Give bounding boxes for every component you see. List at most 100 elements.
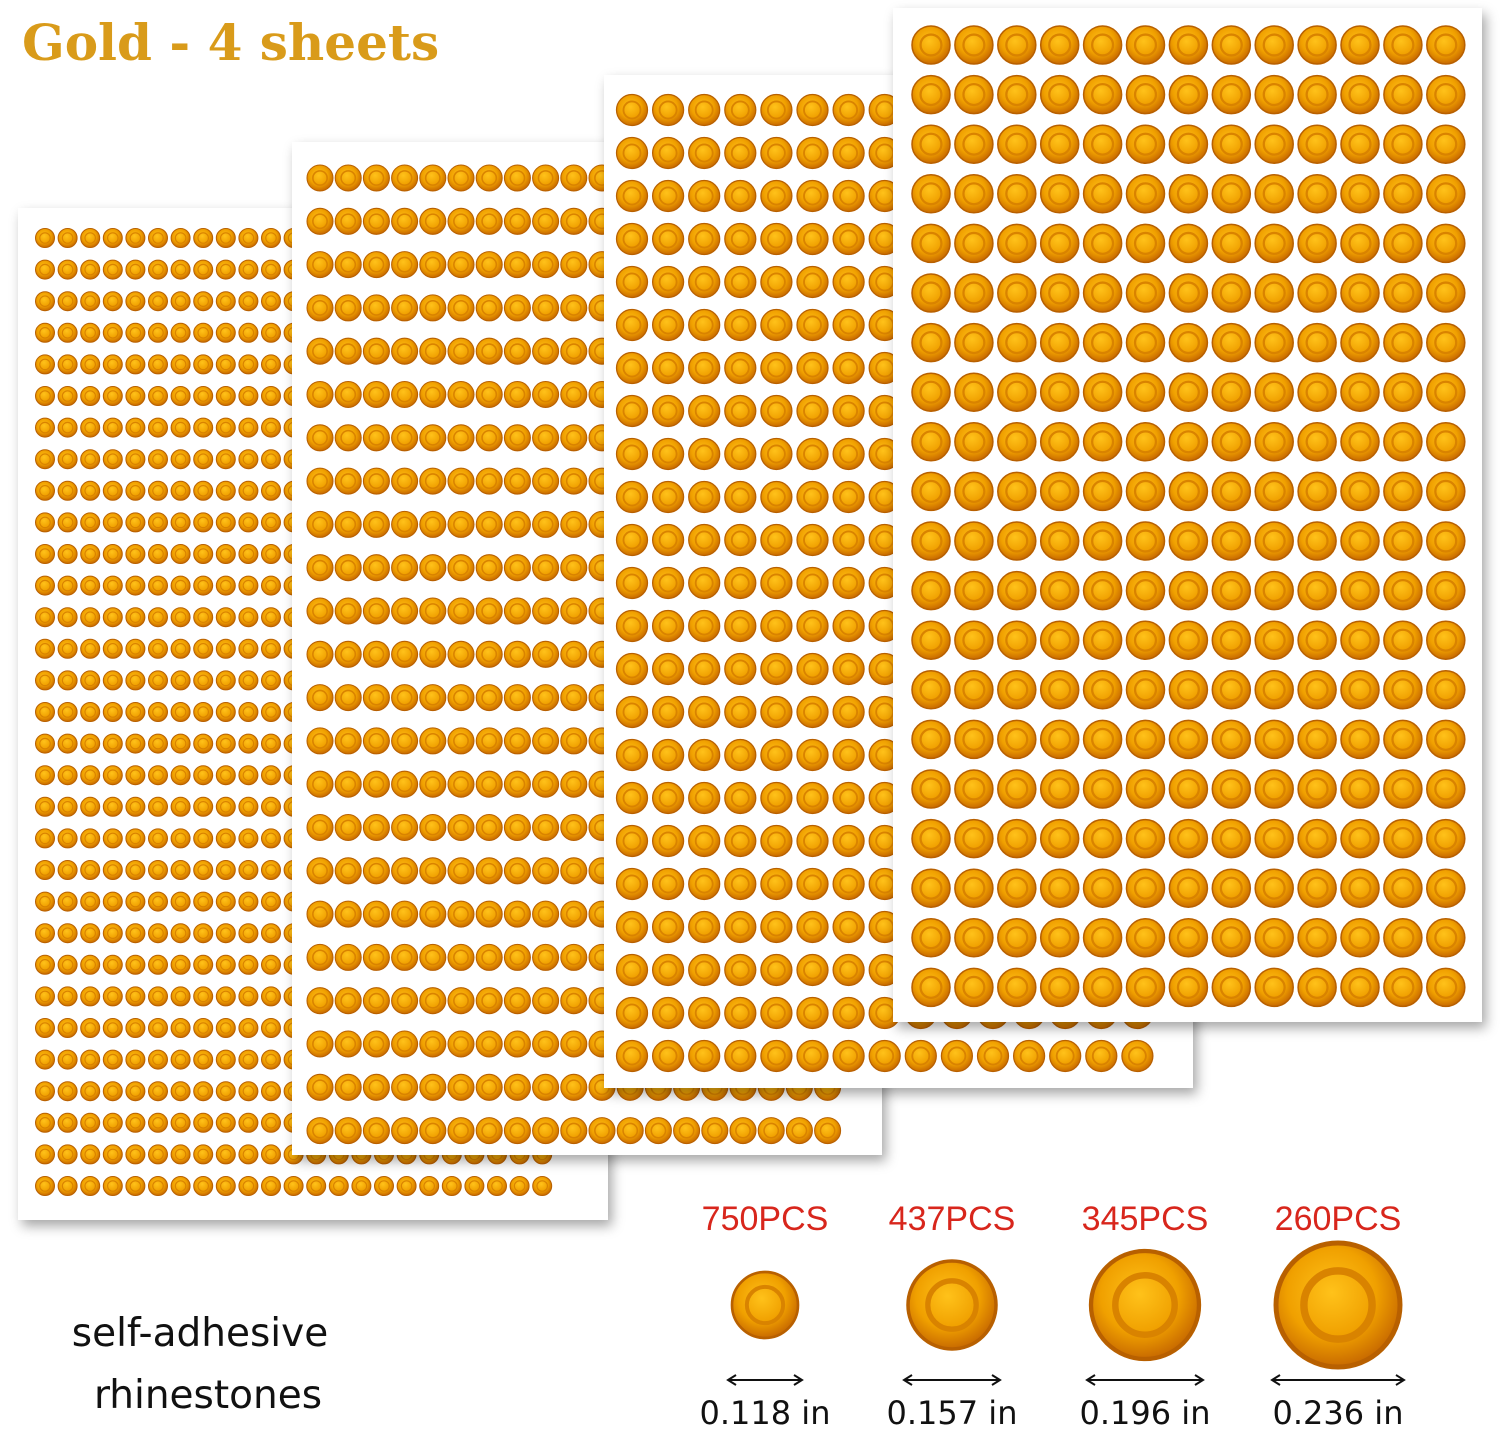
rhinestone-facet [694,1046,714,1066]
rhinestone [261,1049,281,1070]
rhinestone [954,422,994,462]
rhinestone [1426,223,1466,264]
rhinestone [588,1117,616,1145]
rhinestone-facet [197,801,209,813]
rhinestone-facet [333,1180,345,1192]
rhinestone [1426,273,1466,313]
caption-line: rhinestones [94,1373,322,1418]
rhinestone [1168,719,1209,760]
rhinestone-facet [107,1117,119,1129]
rhinestone-facet [839,530,859,550]
rhinestone [35,449,55,470]
rhinestone [1426,322,1466,363]
rhinestone [724,910,757,944]
rhinestone [1168,372,1209,412]
rhinestone [503,770,531,798]
rhinestone-facet [152,1117,164,1129]
rhinestone-facet [197,485,209,497]
rhinestone-facet [340,1036,357,1052]
rhinestone [261,733,281,754]
rhinestone [724,652,757,686]
rhinestone-facet [1133,33,1158,57]
rhinestone [1254,719,1294,760]
sheet [893,8,1482,1022]
rhinestone-facet [220,1117,232,1129]
rhinestone-facet [152,516,164,529]
rhinestone-facet [766,1003,786,1023]
rhinestone-facet [220,769,232,781]
rhinestone [1168,471,1209,512]
rhinestone-facet [622,315,642,335]
rhinestone-facet [730,573,750,593]
rhinestone-facet [129,1148,142,1161]
rhinestone [475,813,503,842]
rhinestone [328,1176,349,1196]
rhinestone [1426,372,1466,412]
rhinestone-facet [1091,281,1115,305]
rhinestone-facet [453,992,469,1009]
rhinestone-facet [265,1022,277,1034]
rhinestone-facet [312,862,328,879]
rhinestone [832,910,865,944]
rhinestone [419,510,447,538]
rhinestone [1211,521,1252,561]
rhinestone [238,291,259,312]
rhinestone [1039,620,1080,660]
rhinestone-facet [1391,529,1415,553]
rhinestone [35,1112,55,1133]
rhinestone-facet [1219,430,1243,454]
rhinestone [170,1112,191,1133]
rhinestone [215,228,236,248]
rhinestone [215,607,236,628]
rhinestone [80,702,101,722]
rhinestone-facet [152,643,164,655]
rhinestone [796,824,829,858]
rhinestone [261,417,281,438]
rhinestone-facet [340,776,357,793]
rhinestone [57,544,78,564]
rhinestone-facet [197,1117,209,1129]
rhinestone-facet [1262,827,1286,851]
rhinestone-facet [265,737,277,750]
rhinestone [760,566,793,600]
rhinestone [57,828,78,849]
rhinestone [447,554,475,582]
rhinestone [57,575,78,596]
rhinestone [475,1117,503,1145]
rhinestone [1426,74,1466,115]
rhinestone-facet [368,1036,385,1052]
rhinestone-facet [622,143,642,163]
rhinestone [57,923,78,944]
rhinestone [475,770,503,798]
rhinestone-facet [129,1053,142,1066]
rhinestone [1039,521,1080,561]
rhinestone-facet [1005,33,1029,57]
rhinestone [475,640,503,668]
rhinestone-facet [265,674,277,687]
rhinestone [170,354,191,375]
rhinestone-facet [839,272,859,292]
rhinestone [954,769,994,809]
rhinestone [261,607,281,628]
rhinestone-facet [565,776,582,793]
rhinestone [238,512,259,533]
rhinestone-facet [197,453,209,465]
rhinestone-facet [242,706,255,718]
rhinestone [1297,372,1337,412]
rhinestone [148,986,168,1007]
rhinestone-facet [1176,83,1200,107]
rhinestone [148,1049,168,1070]
rhinestone [238,860,259,880]
rhinestone [1039,471,1080,512]
rhinestone-facet [197,232,209,244]
rhinestone [475,1073,503,1101]
rhinestone [238,1144,259,1165]
rhinestone [651,136,685,170]
rhinestone [1426,422,1466,462]
rhinestone [1039,769,1080,809]
rhinestone [724,996,757,1030]
rhinestone [1297,670,1337,710]
rhinestone-facet [453,819,469,836]
rhinestone-facet [1005,777,1029,801]
rhinestone-facet [481,603,498,619]
